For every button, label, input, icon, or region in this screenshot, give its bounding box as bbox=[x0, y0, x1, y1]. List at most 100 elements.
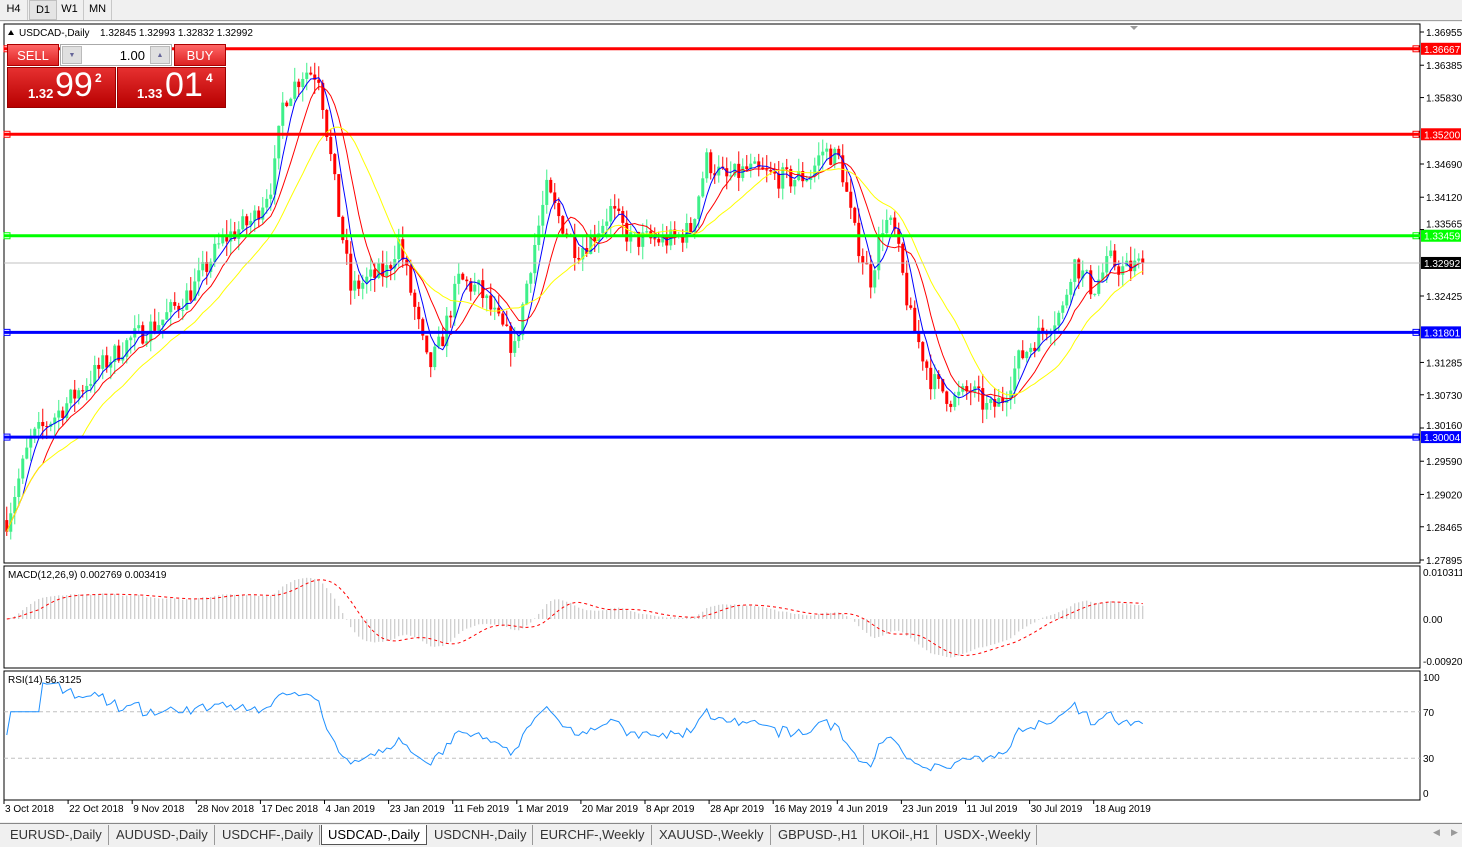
scroll-right-icon[interactable]: ▶ bbox=[1451, 827, 1458, 837]
bull-candle bbox=[985, 403, 989, 410]
bull-candle bbox=[169, 302, 173, 313]
scroll-left-icon[interactable]: ◀ bbox=[1433, 827, 1440, 837]
line-handle[interactable] bbox=[3, 433, 11, 441]
bull-candle bbox=[605, 221, 609, 226]
rsi-panel-frame[interactable] bbox=[3, 670, 1421, 801]
bull-candle bbox=[361, 283, 365, 289]
chart-tab[interactable]: EURUSD-,Daily bbox=[4, 825, 109, 845]
bull-candle bbox=[25, 447, 29, 459]
line-handle[interactable] bbox=[3, 328, 11, 336]
line-handle[interactable] bbox=[3, 130, 11, 138]
line-price-badge bbox=[1421, 326, 1461, 339]
chart-tab[interactable]: EURCHF-,Weekly bbox=[534, 825, 652, 845]
bull-candle bbox=[749, 163, 753, 170]
bull-candle bbox=[1069, 281, 1073, 295]
chart-window[interactable]: 1.32992 1.36667 1.35200 1.33459 1.31801 1.300… bbox=[0, 22, 1462, 822]
lot-size-input[interactable]: ▼ 1.00 ▲ bbox=[60, 44, 172, 66]
lot-value[interactable]: 1.00 bbox=[119, 48, 145, 63]
sell-button[interactable]: SELL bbox=[7, 44, 59, 66]
rsi-axis-label: 0 bbox=[1423, 789, 1429, 800]
bear-candle bbox=[381, 263, 385, 277]
bear-candle bbox=[941, 378, 945, 392]
bull-candle bbox=[1121, 266, 1125, 275]
bull-candle bbox=[473, 284, 477, 292]
bear-candle bbox=[853, 207, 857, 223]
bull-candle bbox=[545, 179, 549, 205]
chart-tab[interactable]: USDCHF-,Daily bbox=[216, 825, 320, 845]
rsi-label: RSI(14) 56.3125 bbox=[8, 675, 82, 686]
timeframe-w1[interactable]: W1 bbox=[56, 0, 84, 20]
bull-candle bbox=[1097, 279, 1101, 294]
lot-increase-icon[interactable]: ▲ bbox=[150, 46, 170, 64]
bull-candle bbox=[697, 196, 701, 220]
bear-candle bbox=[489, 295, 493, 310]
chart-tab[interactable]: GBPUSD-,H1 bbox=[772, 825, 865, 845]
timeframe-d1[interactable]: D1 bbox=[29, 0, 57, 20]
line-price-badge bbox=[1421, 42, 1461, 55]
bear-candle bbox=[245, 216, 249, 226]
bull-candle bbox=[693, 219, 697, 233]
timeframe-h4[interactable]: H4 bbox=[0, 0, 28, 20]
bull-candle bbox=[69, 389, 73, 404]
chart-tab[interactable]: UKOil-,H1 bbox=[865, 825, 937, 845]
sell-price-button[interactable]: 1.32 99 2 bbox=[7, 66, 116, 108]
bull-candle bbox=[77, 390, 81, 399]
date-axis-label: 20 Mar 2019 bbox=[582, 804, 639, 815]
buy-button[interactable]: BUY bbox=[174, 44, 226, 66]
bull-candle bbox=[157, 325, 161, 331]
bull-candle bbox=[37, 422, 41, 429]
bull-candle bbox=[877, 236, 881, 271]
bear-candle bbox=[341, 216, 345, 241]
bull-candle bbox=[1137, 258, 1141, 261]
chart-tab[interactable]: USDCAD-,Daily bbox=[321, 825, 427, 845]
bull-candle bbox=[377, 263, 381, 278]
line-handle[interactable] bbox=[1412, 130, 1420, 138]
bull-candle bbox=[485, 295, 489, 299]
line-handle[interactable] bbox=[1412, 232, 1420, 240]
bull-candle bbox=[753, 161, 757, 164]
chart-tab[interactable]: XAUUSD-,Weekly bbox=[653, 825, 771, 845]
line-handle[interactable] bbox=[1412, 328, 1420, 336]
bear-candle bbox=[869, 264, 873, 288]
bear-candle bbox=[785, 167, 789, 170]
bull-candle bbox=[601, 225, 605, 234]
bear-candle bbox=[481, 280, 485, 299]
chart-tab[interactable]: USDX-,Weekly bbox=[938, 825, 1038, 845]
buy-price-button[interactable]: 1.33 01 4 bbox=[117, 66, 226, 108]
line-handle[interactable] bbox=[3, 232, 11, 240]
date-axis-label: 23 Jan 2019 bbox=[390, 804, 445, 815]
bull-candle bbox=[113, 345, 117, 363]
bull-candle bbox=[805, 179, 809, 182]
bear-candle bbox=[557, 203, 561, 217]
line-handle[interactable] bbox=[1412, 45, 1420, 53]
bull-candle bbox=[953, 395, 957, 407]
bear-candle bbox=[789, 169, 793, 187]
bear-candle bbox=[549, 179, 553, 193]
bull-candle bbox=[1017, 350, 1021, 369]
bear-candle bbox=[561, 216, 565, 234]
bull-candle bbox=[661, 235, 665, 243]
bear-candle bbox=[613, 206, 617, 209]
bull-candle bbox=[1029, 347, 1033, 352]
timeframe-mn[interactable]: MN bbox=[84, 0, 112, 20]
sell-price-pips: 99 bbox=[55, 66, 93, 104]
bull-candle bbox=[253, 210, 257, 221]
chart-tabs: EURUSD-,Daily AUDUSD-,Daily USDCHF-,Daily U… bbox=[0, 823, 1462, 847]
bear-candle bbox=[1021, 350, 1025, 359]
bear-candle bbox=[105, 355, 109, 368]
chart-tab[interactable]: USDCNH-,Daily bbox=[428, 825, 534, 845]
bull-candle bbox=[125, 340, 129, 357]
line-handle[interactable] bbox=[1412, 433, 1420, 441]
collapse-triangle-icon[interactable] bbox=[8, 30, 14, 35]
chart-tab[interactable]: AUDUSD-,Daily bbox=[110, 825, 215, 845]
main-chart-frame[interactable] bbox=[3, 23, 1421, 564]
lot-decrease-icon[interactable]: ▼ bbox=[62, 46, 82, 64]
macd-axis-label: -0.009203 bbox=[1423, 657, 1462, 668]
bear-candle bbox=[1141, 258, 1145, 263]
bear-candle bbox=[769, 170, 773, 172]
bear-candle bbox=[681, 234, 685, 243]
bull-candle bbox=[129, 337, 133, 341]
chart-shift-marker-icon[interactable] bbox=[1130, 26, 1138, 30]
macd-panel-frame[interactable] bbox=[3, 565, 1421, 669]
bull-candle bbox=[197, 270, 201, 282]
